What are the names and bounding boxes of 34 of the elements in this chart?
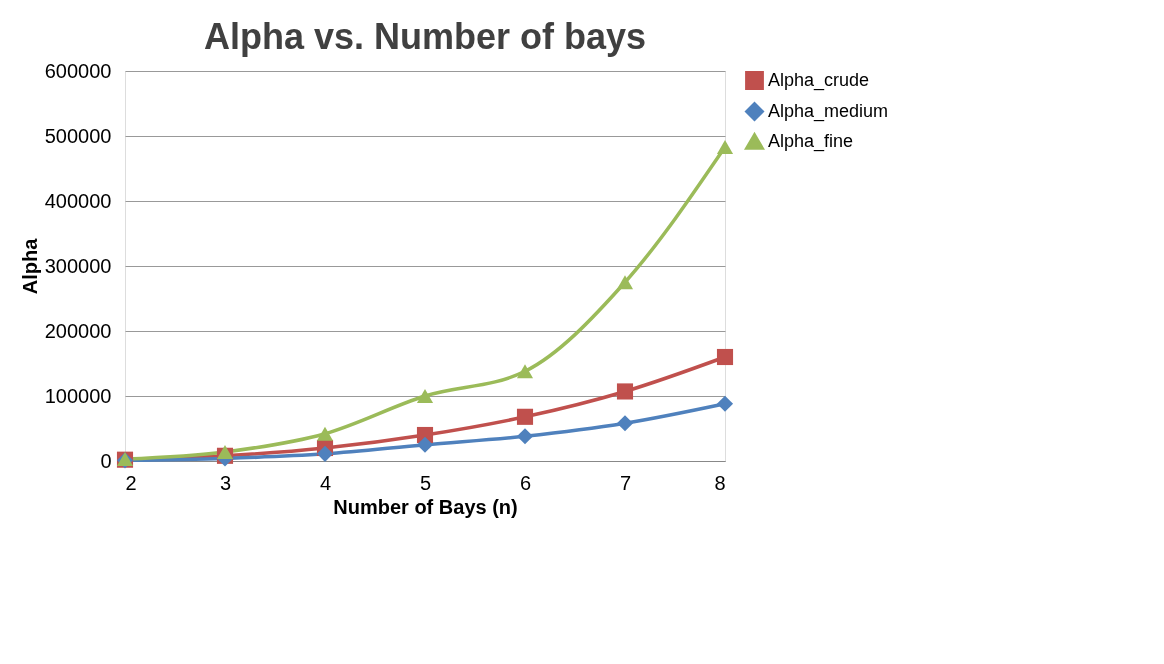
point (616, 383, 634, 400)
point (416, 436, 434, 453)
point (616, 275, 634, 290)
point (716, 395, 734, 412)
point (516, 408, 534, 425)
chart-title: Alpha vs. Number of bays (203, 16, 647, 57)
x-tick-label: 3 (219, 471, 232, 494)
y-tick-label: 400000 (44, 189, 112, 212)
point (316, 426, 334, 441)
x-tick-label: 5 (419, 471, 432, 494)
y-tick-label: 500000 (44, 124, 112, 147)
y-axis-title: Alpha (18, 237, 41, 295)
point (416, 389, 434, 403)
legend-label: Alpha_medium (768, 100, 889, 122)
x-tick-label: 2 (125, 471, 137, 494)
y-tick-label: 0 (100, 449, 112, 472)
x-tick-label: 4 (319, 471, 332, 494)
y-tick-label: 200000 (44, 319, 112, 342)
x-tick-label: 7 (619, 471, 632, 494)
y-tick-label: 300000 (44, 254, 112, 277)
legend-label: Alpha_crude (768, 69, 870, 91)
x-axis-title: Number of Bays (n) (333, 495, 518, 518)
y-tick-label: 600000 (44, 59, 112, 82)
x-tick-label: 8 (714, 471, 726, 494)
x-tick-label: 6 (519, 471, 532, 494)
point (716, 348, 734, 366)
point (716, 140, 734, 155)
point (516, 364, 534, 379)
y-tick-label: 100000 (44, 384, 112, 407)
point (616, 415, 634, 432)
point (516, 428, 534, 445)
point (316, 445, 334, 462)
point (216, 444, 234, 459)
legend-label: Alpha_fine (768, 130, 854, 152)
